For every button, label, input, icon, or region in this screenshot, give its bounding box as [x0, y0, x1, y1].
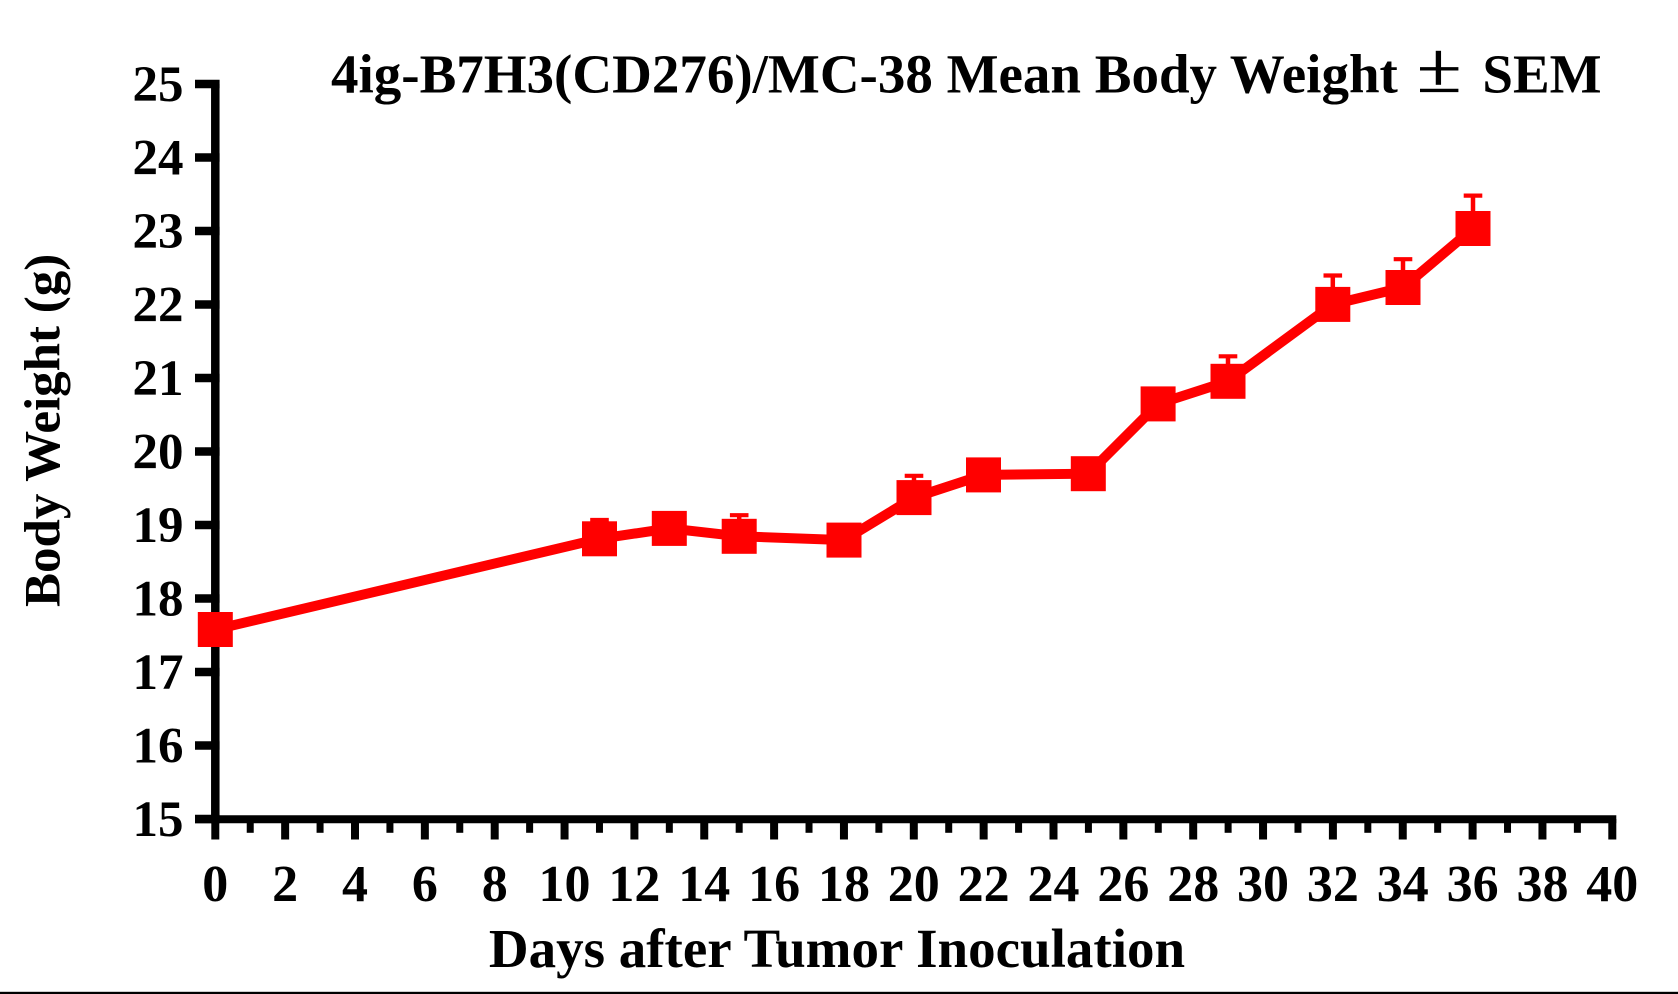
svg-text:8: 8 — [482, 856, 508, 913]
svg-text:15: 15 — [133, 792, 184, 848]
svg-text:21: 21 — [133, 351, 184, 407]
svg-text:40: 40 — [1586, 856, 1638, 913]
svg-text:17: 17 — [133, 645, 184, 701]
svg-text:24: 24 — [1028, 856, 1080, 913]
svg-text:4: 4 — [342, 856, 368, 913]
svg-text:19: 19 — [133, 498, 184, 554]
svg-text:22: 22 — [133, 278, 184, 334]
svg-text:28: 28 — [1167, 856, 1219, 913]
svg-text:10: 10 — [539, 856, 591, 913]
svg-text:14: 14 — [678, 856, 730, 913]
svg-text:16: 16 — [133, 719, 184, 775]
svg-text:Days after Tumor Inoculation: Days after Tumor Inoculation — [489, 918, 1185, 979]
svg-text:32: 32 — [1307, 856, 1359, 913]
svg-text:26: 26 — [1097, 856, 1149, 913]
svg-text:16: 16 — [748, 856, 800, 913]
svg-text:34: 34 — [1377, 856, 1429, 913]
svg-text:0: 0 — [202, 856, 228, 913]
svg-text:38: 38 — [1516, 856, 1568, 913]
svg-text:12: 12 — [608, 856, 660, 913]
svg-text:20: 20 — [888, 856, 940, 913]
svg-text:25: 25 — [133, 57, 184, 113]
svg-text:2: 2 — [272, 856, 298, 913]
svg-text:23: 23 — [133, 204, 184, 260]
svg-text:24: 24 — [133, 131, 184, 187]
svg-text:SEM: SEM — [1482, 44, 1601, 105]
svg-text:18: 18 — [818, 856, 870, 913]
svg-text:36: 36 — [1447, 856, 1499, 913]
svg-text:22: 22 — [958, 856, 1010, 913]
svg-text:4ig-B7H3(CD276)/MC-38 Mean Bod: 4ig-B7H3(CD276)/MC-38 Mean Body Weight — [331, 44, 1399, 105]
svg-text:18: 18 — [133, 572, 184, 628]
svg-text:Body Weight (g): Body Weight (g) — [16, 254, 72, 607]
svg-text:30: 30 — [1237, 856, 1289, 913]
svg-text:20: 20 — [133, 425, 184, 481]
svg-text:6: 6 — [412, 856, 438, 913]
